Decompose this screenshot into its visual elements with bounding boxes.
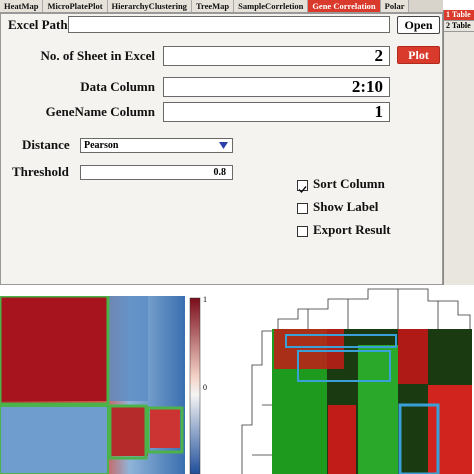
data-column-input[interactable]: 2:10 <box>163 77 390 97</box>
side-tab[interactable]: 2 Table <box>444 21 474 32</box>
label: GeneName Column <box>45 104 155 119</box>
checkbox[interactable] <box>297 203 308 214</box>
check-mark <box>298 186 307 194</box>
sheet-input[interactable]: 2 <box>163 46 390 66</box>
tab[interactable]: SampleCorrletion <box>234 0 309 12</box>
label: Data Column <box>80 79 155 94</box>
correlation-heatmap: 1 0 <box>0 296 207 474</box>
label: Excel Path <box>8 17 68 32</box>
genename-input[interactable]: 1 <box>163 102 390 122</box>
tab-bar: HeatMap MicroPlatePlot HierarchyClustering… <box>0 0 443 13</box>
plot-button[interactable]: Plot <box>397 46 440 64</box>
checkbox-label: Sort Column <box>313 176 385 191</box>
tab[interactable]: HierarchyClustering <box>107 0 192 12</box>
side-tab[interactable]: 1 Table <box>444 10 474 21</box>
colorbar-label: 1 <box>203 296 207 304</box>
colorbar-label: 0 <box>203 383 207 392</box>
checkbox[interactable] <box>297 226 308 237</box>
path-input[interactable] <box>68 16 390 33</box>
checkbox-label: Show Label <box>313 199 379 214</box>
checkbox[interactable] <box>297 180 308 194</box>
distance-select[interactable]: Pearson <box>80 138 233 153</box>
clustered-heatmap <box>241 288 472 474</box>
threshold-input[interactable]: 0.8 <box>80 165 233 180</box>
label: No. of Sheet in Excel <box>40 48 155 63</box>
tab[interactable]: MicroPlatePlot <box>43 0 108 12</box>
side-tabs: 1 Table 2 Table <box>443 10 474 285</box>
tab[interactable]: HeatMap <box>0 0 44 12</box>
open-button[interactable]: Open <box>397 16 440 34</box>
tab[interactable]: TreeMap <box>191 0 235 12</box>
label: Threshold <box>12 164 69 179</box>
label: Distance <box>22 137 70 152</box>
tab[interactable]: Gene Correlation <box>308 0 381 12</box>
tab[interactable]: Polar <box>380 0 410 12</box>
select-value: Pearson <box>84 140 119 151</box>
dropdown-arrow <box>219 142 228 149</box>
checkbox-label: Export Result <box>313 222 391 237</box>
